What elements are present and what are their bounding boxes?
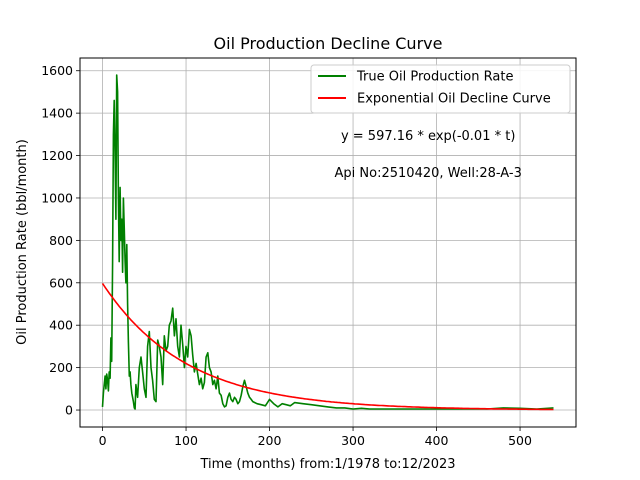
y-tick-label: 800 bbox=[49, 233, 73, 248]
x-axis-ticks: 0 100 200 300 400 500 bbox=[99, 427, 532, 448]
y-axis-ticks: 0 200 400 600 800 1000 1200 1400 1600 bbox=[41, 63, 80, 418]
x-tick-label: 500 bbox=[508, 433, 532, 448]
y-tick-label: 1000 bbox=[41, 190, 73, 205]
y-tick-label: 600 bbox=[49, 275, 73, 290]
legend-box bbox=[310, 64, 571, 114]
annotations: y = 597.16 * exp(-0.01 * t) Api No:251042… bbox=[335, 129, 522, 181]
y-tick-label: 0 bbox=[65, 403, 73, 418]
y-tick-label: 400 bbox=[49, 318, 73, 333]
legend: True Oil Production Rate Exponential Oil… bbox=[310, 64, 571, 114]
series-line-true-oil-production bbox=[101, 74, 554, 410]
x-tick-label: 200 bbox=[258, 433, 282, 448]
legend-label-true-oil: True Oil Production Rate bbox=[356, 70, 513, 85]
x-tick-label: 0 bbox=[99, 433, 107, 448]
y-tick-label: 200 bbox=[49, 360, 73, 375]
y-axis-label: Oil Production Rate (bbl/month) bbox=[15, 139, 30, 345]
annotation-text: y = 597.16 * exp(-0.01 * t) bbox=[341, 129, 515, 144]
series-line-exponential-decline bbox=[101, 282, 554, 411]
x-tick-label: 300 bbox=[341, 433, 365, 448]
x-axis-label: Time (months) from:1/1978 to:12/2023 bbox=[199, 457, 455, 472]
y-tick-label: 1200 bbox=[41, 148, 73, 163]
x-tick-label: 400 bbox=[425, 433, 449, 448]
y-tick-label: 1600 bbox=[41, 63, 73, 78]
series-group bbox=[101, 74, 554, 411]
y-tick-label: 1400 bbox=[41, 106, 73, 121]
chart-title: Oil Production Decline Curve bbox=[214, 34, 443, 53]
x-tick-label: 100 bbox=[174, 433, 198, 448]
legend-label-exponential-fit: Exponential Oil Decline Curve bbox=[357, 92, 551, 107]
plot-frame bbox=[79, 57, 577, 428]
annotation-text: Api No:2510420, Well:28-A-3 bbox=[335, 166, 522, 181]
